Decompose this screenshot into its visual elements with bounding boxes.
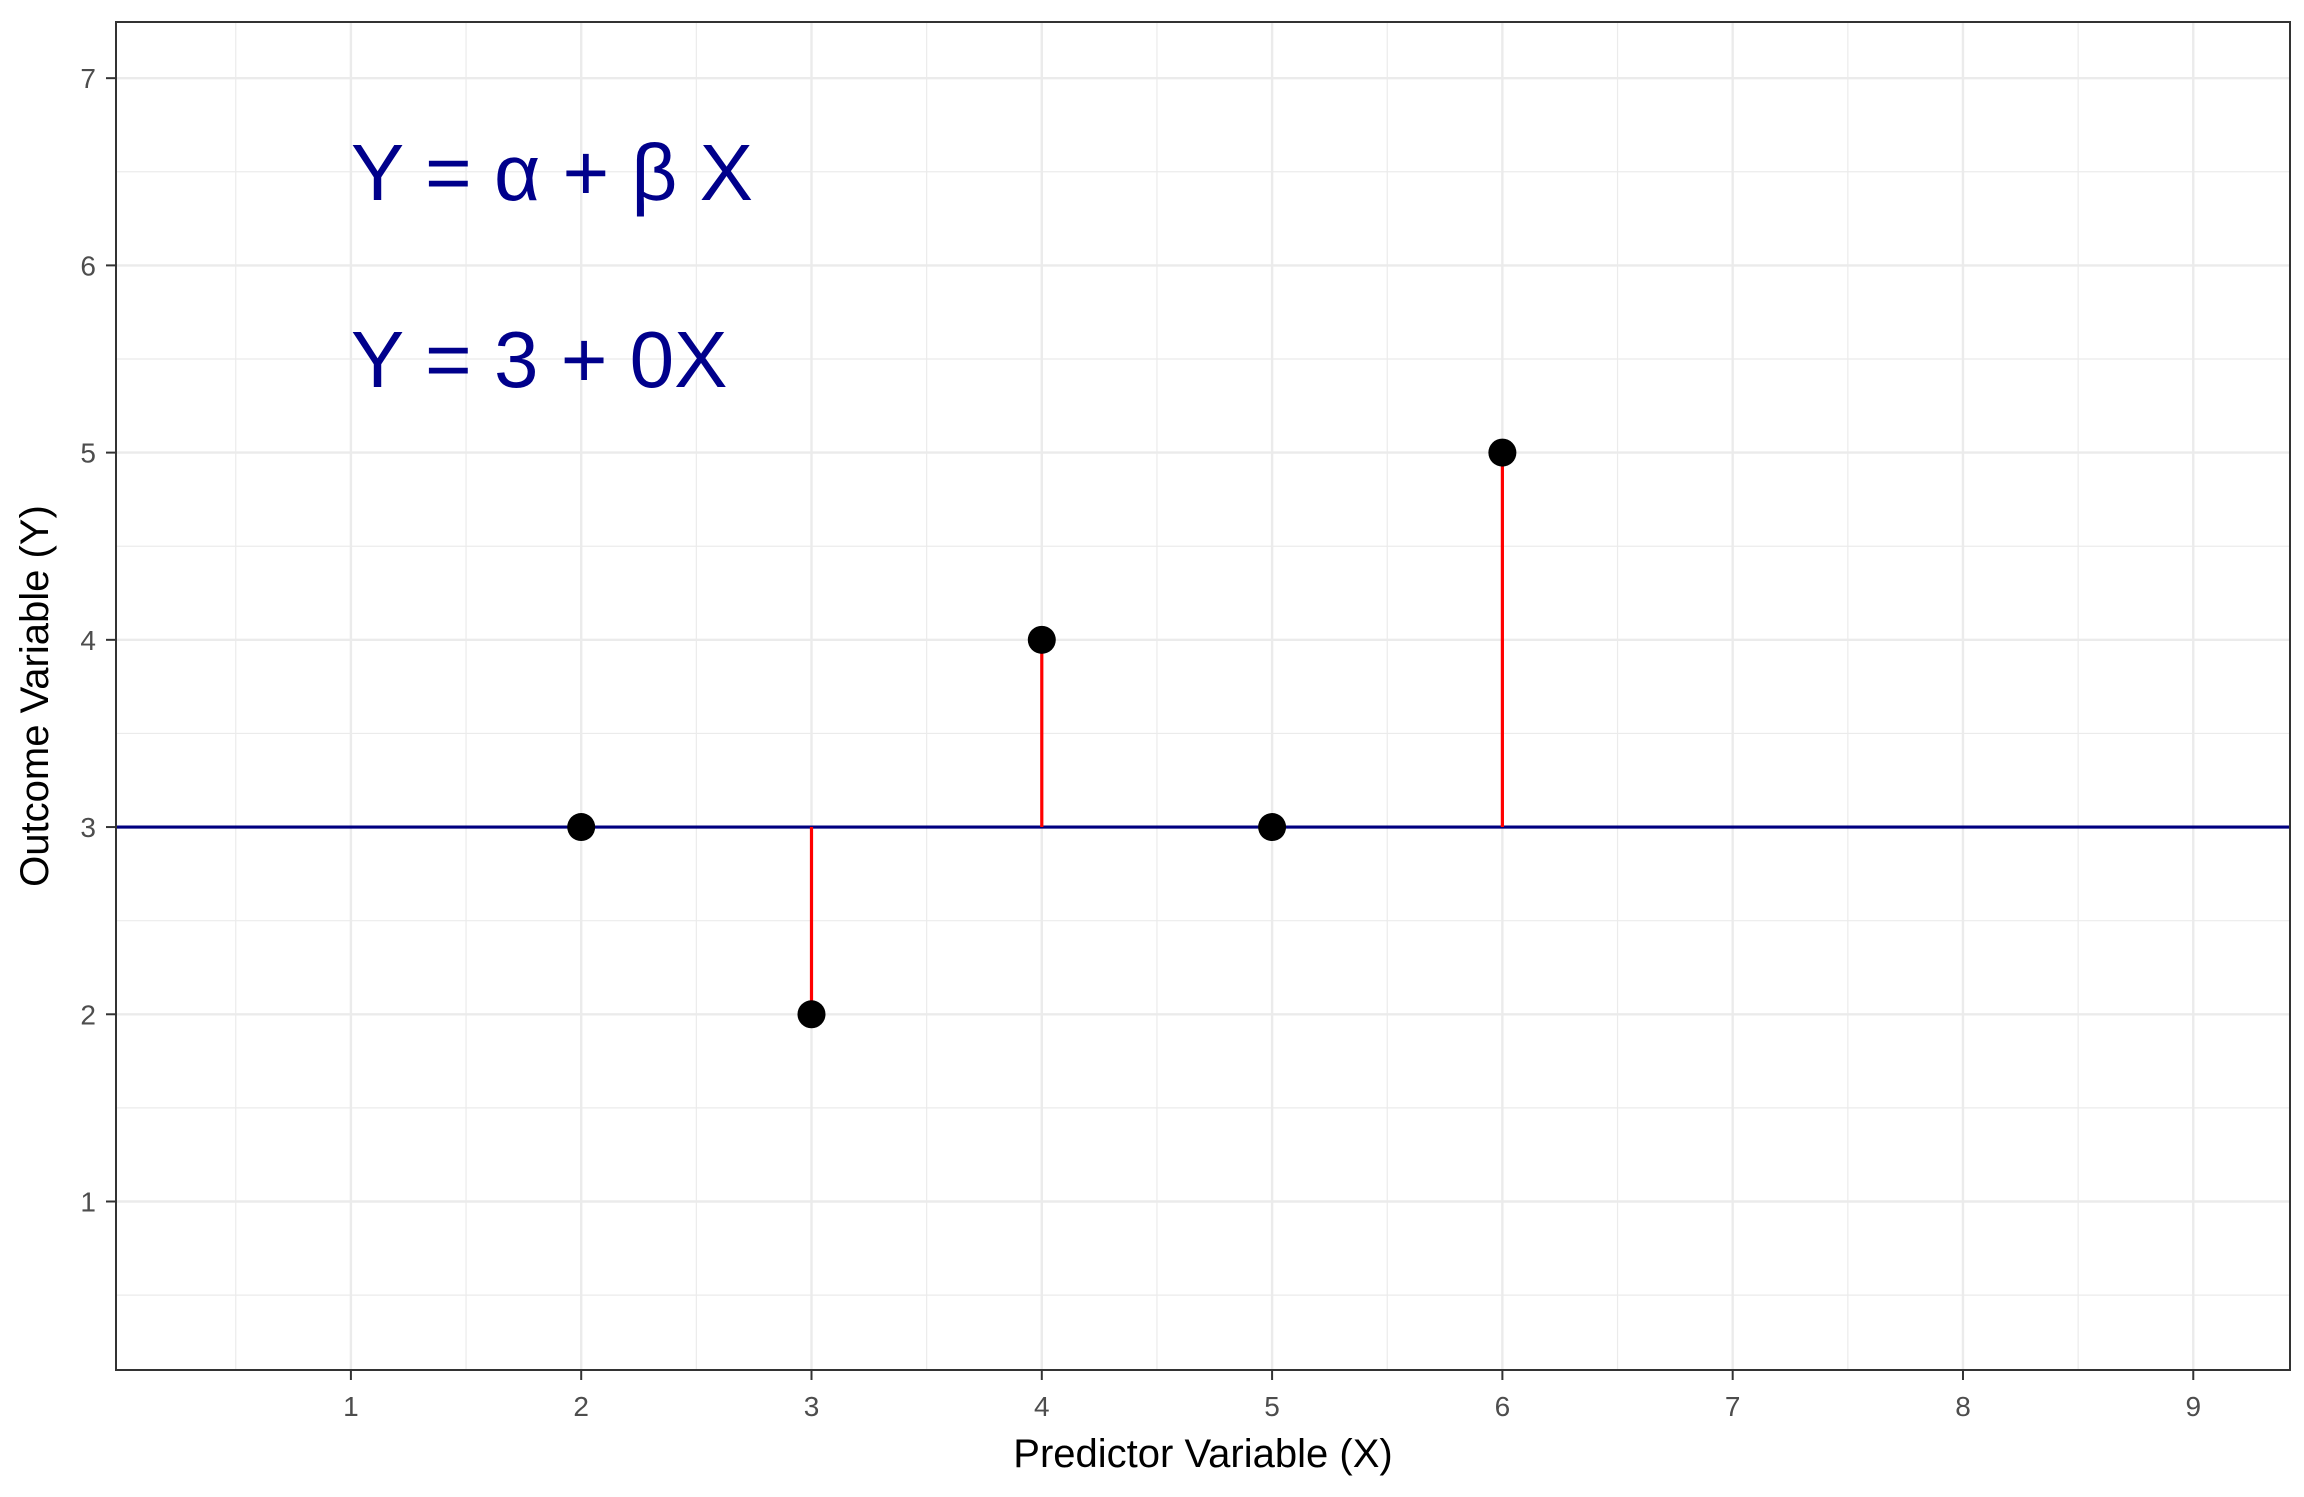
x-axis-ticks: 1 2 3 4 5 6 7 8 9 — [343, 1370, 2201, 1422]
x-axis-title: Predictor Variable (X) — [1013, 1432, 1392, 1476]
annotations: Y = α + β X Y = 3 + 0X — [351, 128, 753, 404]
data-point — [1488, 438, 1517, 467]
y-tick-label: 5 — [80, 438, 96, 469]
data-points — [567, 438, 1517, 1029]
data-point — [567, 813, 596, 842]
data-point — [797, 1000, 826, 1029]
equation-annotation: Y = α + β X — [351, 128, 753, 217]
data-point — [1258, 813, 1287, 842]
minor-grid — [116, 22, 2290, 1370]
y-tick-label: 6 — [80, 250, 96, 281]
y-tick-label: 4 — [80, 625, 96, 656]
x-tick-label: 1 — [343, 1391, 359, 1422]
x-tick-label: 2 — [573, 1391, 589, 1422]
x-tick-label: 7 — [1725, 1391, 1741, 1422]
y-tick-label: 7 — [80, 63, 96, 94]
data-point — [1027, 625, 1056, 654]
residual-lines — [809, 452, 1504, 1015]
y-tick-label: 2 — [80, 999, 96, 1030]
y-tick-label: 1 — [80, 1187, 96, 1218]
y-axis-ticks: 1 2 3 4 5 6 7 — [80, 63, 116, 1218]
major-grid — [116, 22, 2290, 1370]
x-tick-label: 3 — [804, 1391, 820, 1422]
x-tick-label: 6 — [1495, 1391, 1511, 1422]
x-tick-label: 8 — [1955, 1391, 1971, 1422]
equation-annotation: Y = 3 + 0X — [351, 315, 728, 404]
x-tick-label: 9 — [2185, 1391, 2201, 1422]
x-tick-label: 4 — [1034, 1391, 1050, 1422]
x-tick-label: 5 — [1264, 1391, 1280, 1422]
y-tick-label: 3 — [80, 812, 96, 843]
y-axis-title: Outcome Variable (Y) — [13, 505, 57, 887]
panel-border — [115, 21, 2291, 1371]
